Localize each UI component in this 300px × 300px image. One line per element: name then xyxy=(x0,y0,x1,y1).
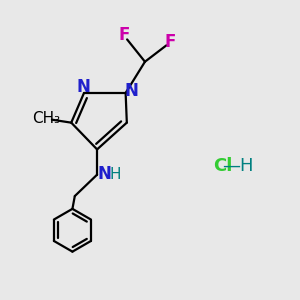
Text: N: N xyxy=(124,82,138,100)
Text: N: N xyxy=(76,78,90,96)
Text: CH₃: CH₃ xyxy=(32,111,61,126)
Text: F: F xyxy=(165,33,176,51)
Text: N: N xyxy=(98,165,112,183)
Text: Cl: Cl xyxy=(213,157,233,175)
Text: —H: —H xyxy=(222,157,254,175)
Text: F: F xyxy=(118,26,130,44)
Text: H: H xyxy=(109,167,121,182)
